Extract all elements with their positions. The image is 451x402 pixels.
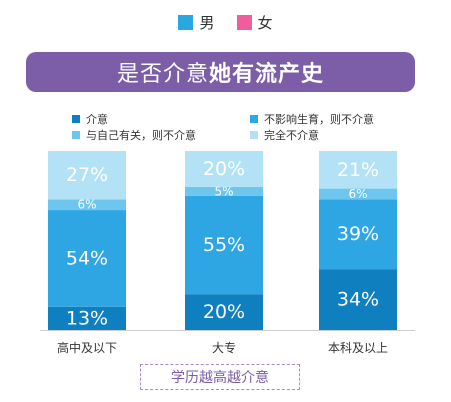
chart-title: 是否介意 她有流产史 xyxy=(26,52,415,92)
legend-female: 女 xyxy=(236,12,273,33)
bar-value-label: 27% xyxy=(66,164,108,186)
bar-segment xyxy=(185,294,263,330)
series-swatch xyxy=(250,131,258,139)
series-legend-item: 介意 xyxy=(72,111,108,127)
bar-segment xyxy=(185,195,263,295)
bar-segment xyxy=(185,186,263,196)
x-tick-label: 本科及以上 xyxy=(328,341,388,355)
series-legend-label: 与自己有关，则不介意 xyxy=(86,129,196,142)
bar-value-label: 20% xyxy=(203,158,245,180)
series-swatch xyxy=(250,115,258,123)
series-legend-item: 与自己有关，则不介意 xyxy=(72,127,196,143)
bar-segment xyxy=(185,151,263,187)
x-tick-label: 大专 xyxy=(212,340,236,355)
bar-segment xyxy=(48,151,126,200)
bar-segment xyxy=(48,210,126,307)
bar-value-label: 55% xyxy=(203,234,245,256)
bar-segment xyxy=(48,306,126,330)
bar-segment xyxy=(319,199,397,270)
bar-value-label: 20% xyxy=(203,301,245,323)
title-part1: 是否介意 xyxy=(116,62,209,87)
series-legend-item: 不影响生育，则不介意 xyxy=(250,111,374,127)
legend-female-label: 女 xyxy=(257,14,273,32)
bar-value-label: 5% xyxy=(214,184,233,198)
legend-female-swatch xyxy=(236,15,252,30)
series-swatch xyxy=(72,131,80,139)
bar-segment xyxy=(319,151,397,189)
legend-male-swatch xyxy=(178,15,194,30)
title-part2: 她有流产史 xyxy=(209,62,325,87)
bar-value-label: 13% xyxy=(66,307,108,329)
series-swatch xyxy=(72,115,80,123)
bar-segment xyxy=(319,269,397,330)
series-legend-label: 介意 xyxy=(86,113,108,126)
legend-male: 男 xyxy=(178,12,215,33)
bar-segment xyxy=(48,199,126,211)
gender-legend: 男 女 xyxy=(0,12,451,33)
bar-value-label: 54% xyxy=(66,247,108,269)
bar-value-label: 21% xyxy=(337,159,379,181)
series-legend-label: 不影响生育，则不介意 xyxy=(264,113,374,126)
bar-segment xyxy=(319,188,397,200)
x-tick-label: 高中及以下 xyxy=(57,340,117,355)
series-legend-label: 完全不介意 xyxy=(264,129,319,142)
bar-value-label: 39% xyxy=(337,223,379,245)
footer-conclusion: 学历越高越介意 xyxy=(140,364,300,390)
bar-value-label: 6% xyxy=(348,187,367,201)
bar-value-label: 34% xyxy=(337,289,379,311)
bar-value-label: 6% xyxy=(77,198,96,212)
legend-male-label: 男 xyxy=(199,14,215,32)
series-legend-item: 完全不介意 xyxy=(250,127,319,143)
